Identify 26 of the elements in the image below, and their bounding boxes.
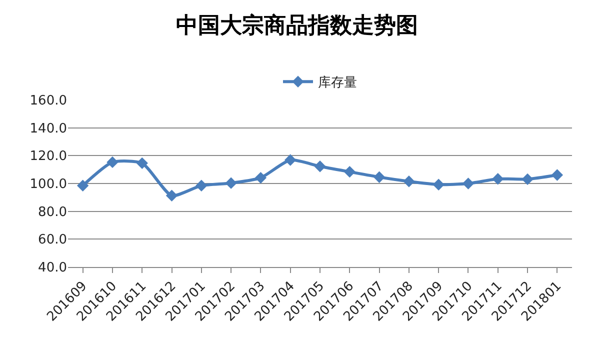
point bbox=[522, 173, 534, 186]
point bbox=[225, 177, 237, 189]
y-tick-label: 140.0 bbox=[30, 121, 67, 136]
y-tick-label: 80.0 bbox=[38, 204, 67, 220]
point bbox=[462, 178, 474, 190]
point bbox=[166, 190, 178, 202]
y-tick-label: 100.0 bbox=[30, 177, 67, 192]
point bbox=[492, 173, 504, 185]
point bbox=[403, 176, 415, 188]
point bbox=[373, 171, 386, 183]
y-tick-label: 120.0 bbox=[30, 149, 67, 164]
y-tick-label: 40.0 bbox=[38, 260, 67, 276]
point bbox=[106, 156, 118, 168]
point bbox=[76, 180, 89, 192]
point bbox=[196, 180, 208, 192]
chart-title: 中国大宗商品指数走势图 bbox=[176, 12, 418, 39]
point bbox=[136, 157, 148, 170]
point bbox=[551, 169, 564, 181]
point bbox=[254, 172, 267, 184]
y-tick-label: 60.0 bbox=[38, 232, 67, 248]
point bbox=[314, 160, 326, 172]
y-tick-label: 160.0 bbox=[30, 94, 67, 109]
point bbox=[344, 166, 356, 178]
point bbox=[432, 178, 444, 190]
point bbox=[284, 154, 296, 166]
legend-label: 库存量 bbox=[318, 76, 357, 91]
